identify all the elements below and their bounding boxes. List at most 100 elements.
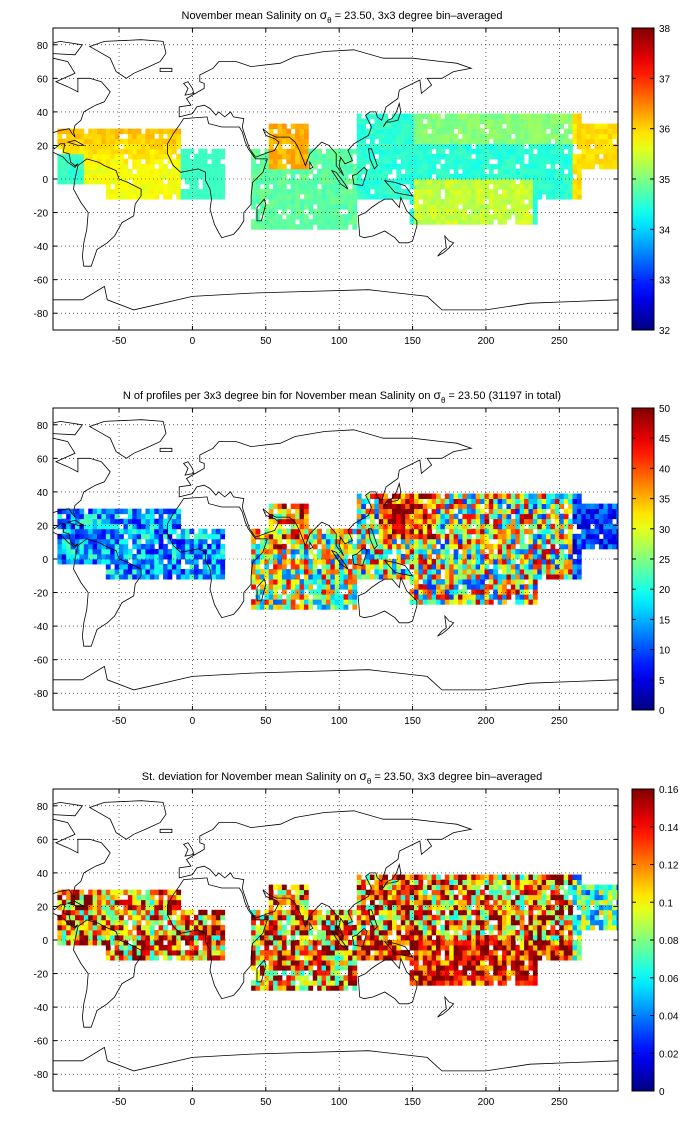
data-cell — [598, 138, 604, 145]
data-cell — [484, 589, 490, 595]
data-cell — [361, 168, 366, 175]
data-cell — [392, 919, 397, 926]
data-cell — [572, 493, 578, 499]
data-cell — [369, 564, 375, 570]
data-cell — [303, 899, 309, 906]
data-cell — [321, 955, 327, 961]
data-cell — [427, 528, 433, 535]
data-cell — [361, 894, 366, 901]
data-cell — [211, 564, 217, 570]
data-cell — [114, 194, 120, 200]
data-cell — [458, 543, 463, 550]
data-cell — [347, 929, 353, 936]
data-cell — [400, 123, 406, 130]
data-cell — [158, 543, 164, 550]
data-cell — [334, 965, 340, 971]
data-cell — [480, 163, 485, 170]
data-cell — [541, 128, 547, 135]
data-cell — [211, 945, 217, 951]
data-cell — [334, 158, 340, 165]
data-cell — [528, 574, 534, 580]
data-cell — [127, 950, 133, 956]
data-cell — [259, 569, 265, 575]
data-cell — [343, 548, 349, 555]
data-cell — [167, 889, 173, 896]
data-cell — [365, 143, 371, 150]
data-cell — [136, 924, 142, 931]
data-cell — [497, 543, 503, 550]
data-cell — [356, 553, 362, 560]
data-cell — [436, 204, 441, 210]
data-cell — [136, 523, 142, 530]
data-cell — [493, 543, 499, 550]
data-cell — [374, 498, 380, 505]
data-cell — [466, 543, 472, 550]
data-cell — [488, 173, 494, 180]
data-cell — [392, 503, 397, 510]
data-cell — [330, 569, 336, 575]
data-cell — [312, 599, 318, 605]
data-cell — [383, 574, 388, 580]
data-cell — [176, 548, 182, 555]
data-cell — [484, 204, 490, 210]
data-cell — [550, 559, 556, 565]
data-cell — [154, 518, 160, 525]
data-cell — [352, 934, 358, 941]
data-cell — [92, 553, 98, 560]
data-cell — [114, 904, 120, 911]
data-cell — [255, 579, 261, 585]
data-cell — [215, 914, 221, 921]
data-cell — [590, 508, 595, 515]
data-cell — [255, 940, 261, 946]
data-cell — [563, 138, 569, 145]
data-cell — [440, 153, 446, 160]
data-cell — [343, 553, 349, 560]
data-cell — [484, 493, 490, 499]
data-cell — [471, 579, 477, 585]
data-cell — [215, 153, 221, 160]
data-cell — [387, 123, 393, 130]
data-cell — [475, 543, 481, 550]
data-cell — [352, 950, 358, 956]
data-cell — [202, 538, 208, 545]
data-cell — [480, 508, 485, 515]
data-cell — [215, 548, 221, 555]
data-cell — [396, 574, 402, 580]
data-cell — [57, 553, 63, 560]
data-cell — [607, 158, 613, 165]
data-cell — [607, 163, 613, 170]
data-cell — [462, 518, 468, 525]
data-cell — [378, 889, 384, 896]
data-cell — [484, 219, 490, 225]
data-cell — [97, 904, 102, 911]
data-cell — [343, 224, 349, 230]
data-cell — [79, 889, 85, 896]
data-cell — [277, 173, 283, 180]
data-cell — [431, 143, 437, 150]
data-cell — [361, 574, 366, 580]
data-cell — [149, 538, 155, 545]
data-cell — [264, 975, 270, 981]
data-cell — [414, 904, 419, 911]
data-cell — [92, 163, 98, 170]
data-cell — [145, 528, 151, 535]
data-cell — [405, 153, 411, 160]
data-cell — [334, 528, 340, 535]
data-cell — [273, 138, 278, 145]
data-cell — [321, 163, 327, 170]
data-cell — [510, 584, 516, 590]
data-cell — [211, 950, 217, 956]
data-cell — [532, 153, 538, 160]
data-cell — [136, 934, 142, 941]
data-cell — [449, 589, 455, 595]
data-cell — [114, 179, 120, 185]
data-cell — [299, 173, 305, 180]
data-cell — [537, 173, 543, 180]
data-cell — [273, 950, 278, 956]
data-cell — [343, 599, 349, 605]
data-cell — [101, 523, 107, 530]
data-cell — [167, 189, 173, 195]
data-cell — [378, 533, 384, 540]
data-cell — [255, 970, 261, 976]
data-cell — [524, 209, 529, 215]
